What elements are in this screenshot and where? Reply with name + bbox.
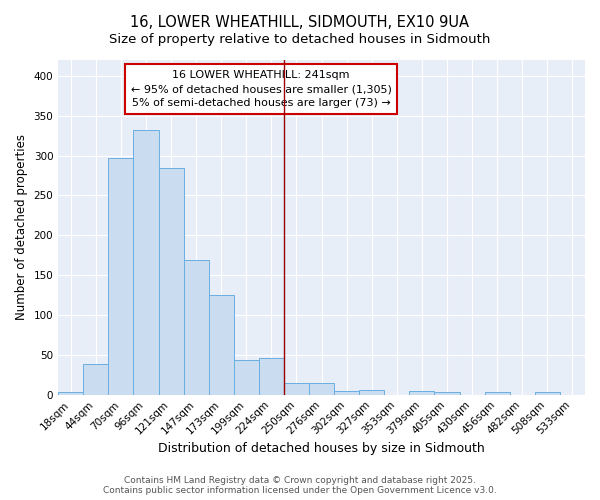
Text: Size of property relative to detached houses in Sidmouth: Size of property relative to detached ho… <box>109 32 491 46</box>
Bar <box>234 360 259 394</box>
Text: 16 LOWER WHEATHILL: 241sqm
← 95% of detached houses are smaller (1,305)
5% of se: 16 LOWER WHEATHILL: 241sqm ← 95% of deta… <box>131 70 391 108</box>
Bar <box>309 383 334 394</box>
Bar <box>133 130 158 394</box>
Text: Contains HM Land Registry data © Crown copyright and database right 2025.
Contai: Contains HM Land Registry data © Crown c… <box>103 476 497 495</box>
Bar <box>334 390 359 394</box>
Bar <box>158 168 184 394</box>
Bar <box>259 358 284 395</box>
Bar <box>83 364 109 394</box>
X-axis label: Distribution of detached houses by size in Sidmouth: Distribution of detached houses by size … <box>158 442 485 455</box>
Bar <box>434 392 460 394</box>
Bar <box>284 383 309 394</box>
Bar <box>359 390 385 394</box>
Bar <box>485 392 510 394</box>
Bar <box>184 260 209 394</box>
Bar <box>535 392 560 394</box>
Y-axis label: Number of detached properties: Number of detached properties <box>15 134 28 320</box>
Text: 16, LOWER WHEATHILL, SIDMOUTH, EX10 9UA: 16, LOWER WHEATHILL, SIDMOUTH, EX10 9UA <box>131 15 470 30</box>
Bar <box>209 295 234 394</box>
Bar <box>409 390 434 394</box>
Bar <box>109 158 133 394</box>
Bar <box>58 392 83 394</box>
